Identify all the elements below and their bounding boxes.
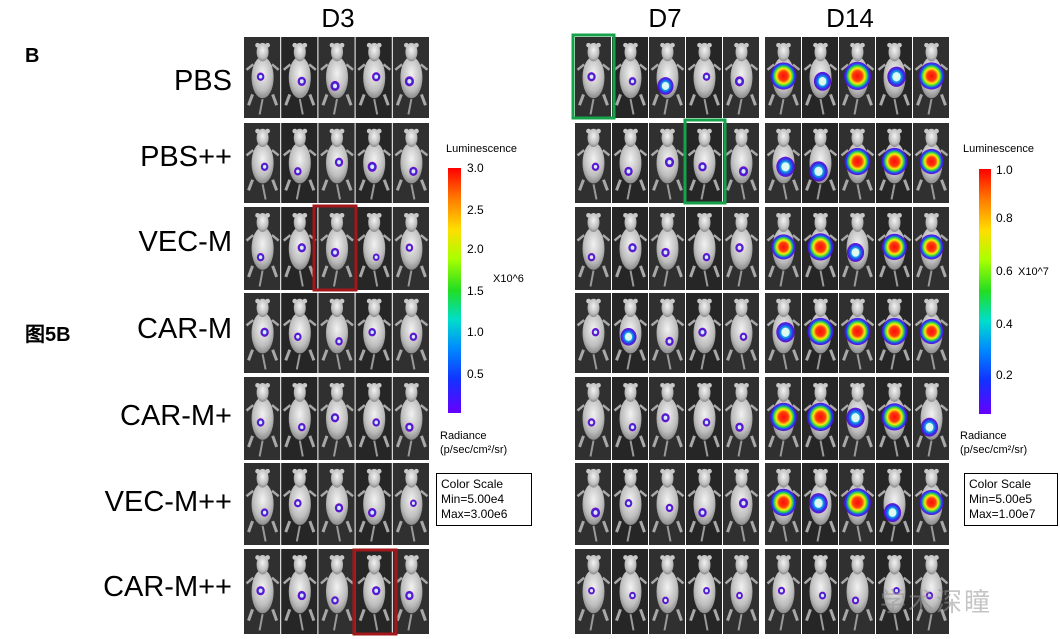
watermark-text: 学术深瞳 [880,587,993,617]
legend-right-tick: 0.4 [996,317,1013,331]
legend-right-tick: 0.2 [996,368,1013,382]
row-label-vec-m-plus-plus: VEC-M++ [104,486,232,518]
legend-right-radiance-units: (p/sec/cm²/sr) [960,444,1028,456]
legend-left-tick: 3.0 [467,161,484,175]
imaging-row-d7-5 [575,377,759,460]
imaging-row-d3-1 [244,37,429,118]
highlight-box-green-pbsplusplus-d7 [683,118,727,205]
column-title-d3: D3 [321,3,355,33]
highlight-box-red-carmplusplus-d3 [352,548,398,636]
row-label-pbs: PBS [173,65,232,97]
row-label-car-m: CAR-M [136,313,232,345]
imaging-row-d7-2 [575,123,759,203]
imaging-row-d3-6 [244,463,429,545]
color-scale-max: Max=1.00e7 [969,507,1036,521]
highlight-box-red-vecm-d3 [312,204,358,292]
row-label-vec-m: VEC-M [138,226,232,258]
imaging-row-d7-1 [575,37,759,118]
row-label-car-m-plus-plus: CAR-M++ [103,571,232,603]
legend-right-radiance: Radiance [960,430,1007,442]
imaging-row-d3-5 [244,377,429,460]
imaging-row-d3-7 [244,549,429,634]
color-scale-label: Color Scale [969,477,1032,491]
imaging-row-d14-2 [765,123,949,203]
legend-right-colorbar [979,169,991,414]
figure-label: 图5B [25,324,71,346]
legend-right-tick: 0.8 [996,211,1013,225]
legend-left-tick: 0.5 [467,367,484,381]
row-label-pbs-plus-plus: PBS++ [140,141,232,173]
panel-letter: B [25,45,40,67]
imaging-row-d14-3 [765,207,949,290]
legend-left-tick: 1.0 [467,325,484,339]
highlight-box-green-pbs-d7 [571,33,616,120]
legend-right-tick: 0.6 [996,264,1013,278]
imaging-row-d3-3 [244,207,429,290]
legend-right-multiplier: X10^7 [1018,266,1049,278]
legend-left-tick: 1.5 [467,284,484,298]
imaging-row-d14-7 [765,549,949,634]
color-scale-min: Min=5.00e5 [969,492,1033,506]
imaging-row-d3-2 [244,123,429,203]
imaging-row-d7-4 [575,293,759,373]
legend-left-title: Luminescence [446,143,517,155]
legend-left-radiance-units: (p/sec/cm²/sr) [440,444,508,456]
imaging-row-d7-6 [575,463,759,545]
imaging-row-d7-7 [575,549,759,634]
imaging-row-d14-4 [765,293,949,373]
legend-left-colorbar [448,168,461,413]
imaging-row-d14-1 [765,37,949,118]
legend-right-color-scale-box: Color Scale Min=5.00e5 Max=1.00e7 [964,473,1058,526]
imaging-row-d7-3 [575,207,759,290]
legend-left-multiplier: X10^6 [493,273,524,285]
column-title-d14: D14 [826,3,874,33]
imaging-row-d14-5 [765,377,949,460]
legend-left-color-scale-box: Color Scale Min=5.00e4 Max=3.00e6 [436,473,532,526]
color-scale-max: Max=3.00e6 [441,507,508,521]
color-scale-min: Min=5.00e4 [441,492,505,506]
column-title-d7: D7 [648,3,682,33]
imaging-row-d3-4 [244,293,429,373]
legend-right-title: Luminescence [963,143,1034,155]
row-label-car-m-plus: CAR-M+ [120,400,232,432]
legend-right-tick: 1.0 [996,163,1013,177]
legend-left-tick: 2.0 [467,242,484,256]
imaging-row-d14-6 [765,463,949,545]
color-scale-label: Color Scale [441,477,504,491]
legend-left-radiance: Radiance [440,430,487,442]
legend-left-tick: 2.5 [467,203,484,217]
